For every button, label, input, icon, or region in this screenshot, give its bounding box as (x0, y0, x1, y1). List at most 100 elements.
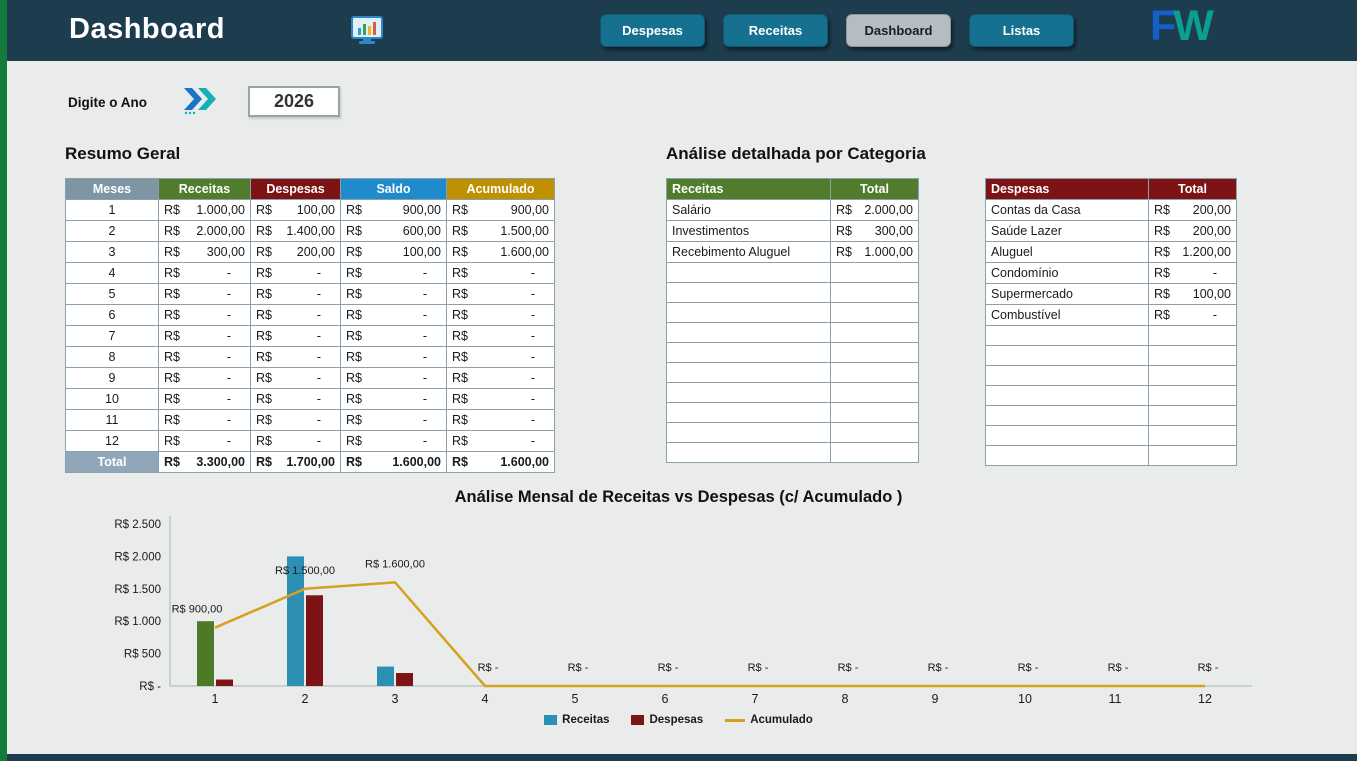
money-cell[interactable]: R$ - (1148, 262, 1237, 284)
money-cell[interactable]: R$ - (158, 409, 251, 431)
money-cell[interactable]: R$ - (446, 409, 555, 431)
mes-cell[interactable]: 9 (65, 367, 159, 389)
money-cell[interactable]: R$ - (340, 367, 447, 389)
total-label-cell[interactable]: Total (65, 451, 159, 473)
money-cell[interactable]: R$ - (158, 325, 251, 347)
money-cell[interactable]: R$ - (158, 304, 251, 326)
money-cell[interactable]: R$ - (446, 430, 555, 452)
empty-cell[interactable] (666, 422, 831, 443)
money-cell[interactable]: R$ - (250, 409, 341, 431)
money-cell[interactable]: R$ - (446, 262, 555, 284)
money-cell[interactable]: R$ 1.600,00 (340, 451, 447, 473)
legend-item[interactable]: Receitas (544, 714, 609, 726)
categoria-name-cell[interactable]: Contas da Casa (985, 199, 1149, 221)
money-cell[interactable]: R$ 1.700,00 (250, 451, 341, 473)
mes-cell[interactable]: 10 (65, 388, 159, 410)
categoria-name-cell[interactable]: Supermercado (985, 283, 1149, 305)
money-cell[interactable]: R$ - (340, 262, 447, 284)
categoria-despesas-total-header[interactable]: Total (1148, 178, 1237, 200)
mes-cell[interactable]: 7 (65, 325, 159, 347)
empty-cell[interactable] (830, 402, 919, 423)
empty-cell[interactable] (666, 282, 831, 303)
money-cell[interactable]: R$ - (1148, 304, 1237, 326)
empty-cell[interactable] (666, 302, 831, 323)
empty-cell[interactable] (830, 362, 919, 383)
money-cell[interactable]: R$ - (250, 304, 341, 326)
money-cell[interactable]: R$ - (446, 346, 555, 368)
empty-cell[interactable] (830, 422, 919, 443)
empty-cell[interactable] (1148, 325, 1237, 346)
money-cell[interactable]: R$ - (340, 346, 447, 368)
money-cell[interactable]: R$ 3.300,00 (158, 451, 251, 473)
money-cell[interactable]: R$ - (340, 283, 447, 305)
empty-cell[interactable] (666, 442, 831, 463)
mes-cell[interactable]: 5 (65, 283, 159, 305)
empty-cell[interactable] (985, 345, 1149, 366)
empty-cell[interactable] (1148, 385, 1237, 406)
money-cell[interactable]: R$ 1.600,00 (446, 241, 555, 263)
empty-cell[interactable] (666, 322, 831, 343)
mes-cell[interactable]: 2 (65, 220, 159, 242)
empty-cell[interactable] (830, 322, 919, 343)
empty-cell[interactable] (830, 262, 919, 283)
money-cell[interactable]: R$ - (446, 283, 555, 305)
mes-cell[interactable]: 4 (65, 262, 159, 284)
money-cell[interactable]: R$ 2.000,00 (830, 199, 919, 221)
empty-cell[interactable] (985, 425, 1149, 446)
col-header-meses[interactable]: Meses (65, 178, 159, 200)
empty-cell[interactable] (1148, 345, 1237, 366)
categoria-despesas-col-header[interactable]: Despesas (985, 178, 1149, 200)
money-cell[interactable]: R$ - (446, 388, 555, 410)
money-cell[interactable]: R$ - (158, 388, 251, 410)
money-cell[interactable]: R$ 1.500,00 (446, 220, 555, 242)
money-cell[interactable]: R$ - (340, 409, 447, 431)
mes-cell[interactable]: 3 (65, 241, 159, 263)
money-cell[interactable]: R$ - (250, 388, 341, 410)
categoria-name-cell[interactable]: Combustível (985, 304, 1149, 326)
empty-cell[interactable] (830, 382, 919, 403)
categoria-name-cell[interactable]: Recebimento Aluguel (666, 241, 831, 263)
money-cell[interactable]: R$ 100,00 (250, 199, 341, 221)
nav-listas-button[interactable]: Listas (969, 14, 1074, 47)
nav-despesas-button[interactable]: Despesas (600, 14, 705, 47)
mes-cell[interactable]: 8 (65, 346, 159, 368)
money-cell[interactable]: R$ 100,00 (1148, 283, 1237, 305)
money-cell[interactable]: R$ - (250, 283, 341, 305)
money-cell[interactable]: R$ - (340, 430, 447, 452)
nav-dashboard-button[interactable]: Dashboard (846, 14, 951, 47)
empty-cell[interactable] (1148, 445, 1237, 466)
categoria-name-cell[interactable]: Condomínio (985, 262, 1149, 284)
categoria-name-cell[interactable]: Saúde Lazer (985, 220, 1149, 242)
empty-cell[interactable] (985, 325, 1149, 346)
mes-cell[interactable]: 1 (65, 199, 159, 221)
empty-cell[interactable] (830, 302, 919, 323)
money-cell[interactable]: R$ - (340, 325, 447, 347)
mes-cell[interactable]: 11 (65, 409, 159, 431)
money-cell[interactable]: R$ 200,00 (250, 241, 341, 263)
empty-cell[interactable] (1148, 405, 1237, 426)
empty-cell[interactable] (666, 362, 831, 383)
money-cell[interactable]: R$ - (446, 304, 555, 326)
empty-cell[interactable] (1148, 425, 1237, 446)
money-cell[interactable]: R$ - (340, 304, 447, 326)
empty-cell[interactable] (830, 442, 919, 463)
money-cell[interactable]: R$ 100,00 (340, 241, 447, 263)
money-cell[interactable]: R$ 1.000,00 (158, 199, 251, 221)
money-cell[interactable]: R$ 2.000,00 (158, 220, 251, 242)
money-cell[interactable]: R$ - (250, 325, 341, 347)
empty-cell[interactable] (666, 342, 831, 363)
money-cell[interactable]: R$ - (250, 346, 341, 368)
empty-cell[interactable] (985, 365, 1149, 386)
col-header-despesas[interactable]: Despesas (250, 178, 341, 200)
categoria-name-cell[interactable]: Investimentos (666, 220, 831, 242)
money-cell[interactable]: R$ 900,00 (340, 199, 447, 221)
categoria-receitas-col-header[interactable]: Receitas (666, 178, 831, 200)
empty-cell[interactable] (666, 382, 831, 403)
categoria-receitas-total-header[interactable]: Total (830, 178, 919, 200)
empty-cell[interactable] (985, 405, 1149, 426)
empty-cell[interactable] (985, 385, 1149, 406)
money-cell[interactable]: R$ - (158, 430, 251, 452)
money-cell[interactable]: R$ - (158, 283, 251, 305)
categoria-name-cell[interactable]: Salário (666, 199, 831, 221)
money-cell[interactable]: R$ 600,00 (340, 220, 447, 242)
